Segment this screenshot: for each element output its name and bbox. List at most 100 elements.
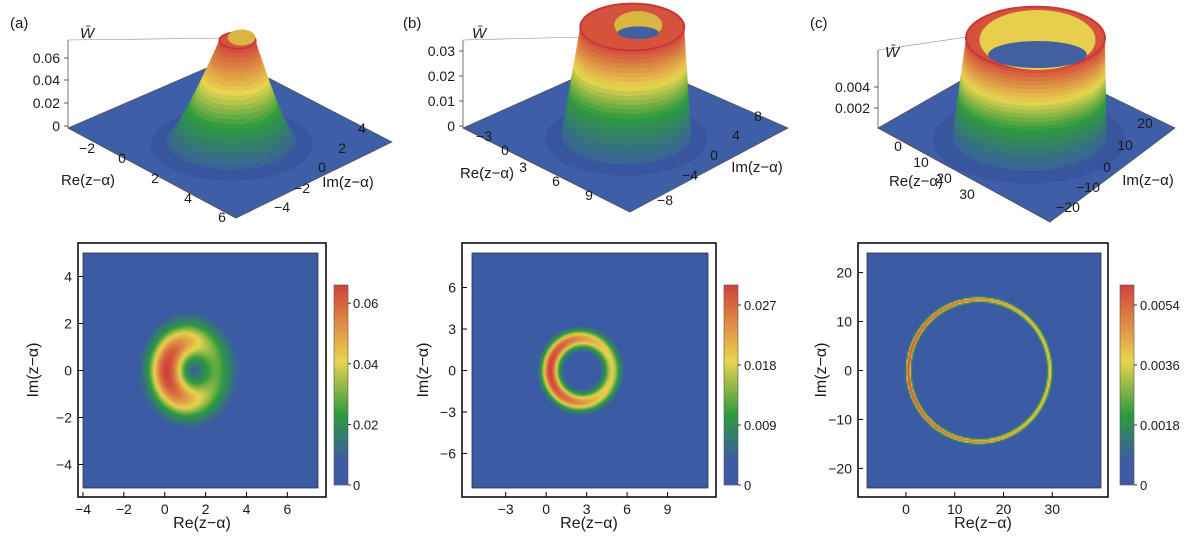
y-tick-label: 0 bbox=[318, 159, 326, 175]
y-tick-label: −10 bbox=[1076, 179, 1100, 195]
x-tick-label: 20 bbox=[936, 170, 952, 186]
x-axis-label: Re(z−α) bbox=[173, 515, 231, 532]
colorbar-tick-label: 0 bbox=[1140, 478, 1147, 493]
z-tick-label: 0.002 bbox=[835, 100, 870, 116]
panel-label: (a) bbox=[10, 15, 28, 32]
colorbar-tick-label: 0.06 bbox=[353, 296, 378, 311]
x-axis-label: Re(z−α) bbox=[61, 172, 115, 189]
y-tick-label: 20 bbox=[836, 265, 852, 281]
y-axis-label: Im(z−α) bbox=[415, 342, 432, 397]
density-heatmap bbox=[867, 253, 1101, 488]
y-axis-label: Im(z−α) bbox=[25, 342, 42, 397]
plot-area-border bbox=[866, 252, 1102, 489]
colorbar-tick-label: 0 bbox=[353, 478, 360, 493]
x-tick-label: −3 bbox=[476, 128, 492, 144]
z-axis-label: W̄ bbox=[472, 25, 488, 42]
z-tick-label: 0.02 bbox=[33, 95, 60, 111]
y-axis-label: Im(z−α) bbox=[1122, 172, 1174, 189]
surface-inner-floor bbox=[617, 26, 659, 39]
y-tick-label: 0 bbox=[844, 363, 852, 379]
x-tick-label: −3 bbox=[498, 501, 514, 517]
y-tick-label: 2 bbox=[338, 140, 346, 156]
x-tick-label: 6 bbox=[552, 173, 560, 189]
x-tick-label: 3 bbox=[519, 159, 527, 175]
y-axis-label: Im(z−α) bbox=[813, 342, 830, 397]
x-tick-label: −4 bbox=[75, 501, 91, 517]
z-tick-label: 0.04 bbox=[33, 72, 60, 88]
density-heatmap bbox=[83, 253, 318, 488]
z-axis-label: W̄ bbox=[885, 44, 901, 61]
colorbar-tick-label: 0.04 bbox=[353, 357, 378, 372]
x-tick-label: 0 bbox=[894, 138, 902, 154]
box-edge bbox=[67, 37, 231, 41]
colorbar-tick-label: 0.0018 bbox=[1140, 418, 1180, 433]
colorbar-tick-label: 0.027 bbox=[744, 298, 777, 313]
z-tick-label: 0.01 bbox=[428, 93, 455, 109]
x-tick-label: 6 bbox=[218, 209, 226, 225]
x-tick-label: 10 bbox=[913, 154, 929, 170]
colorbar-tick-label: 0.0036 bbox=[1140, 358, 1180, 373]
z-tick-label: 0 bbox=[52, 118, 60, 134]
y-tick-label: −20 bbox=[828, 460, 852, 476]
x-tick-label: 9 bbox=[585, 187, 593, 203]
y-tick-label: 0 bbox=[448, 363, 456, 379]
colorbar bbox=[723, 284, 739, 486]
y-axis-label: Im(z−α) bbox=[322, 174, 374, 191]
y-tick-label: −10 bbox=[828, 411, 852, 427]
y-tick-label: 6 bbox=[448, 280, 456, 296]
panel-label: (b) bbox=[403, 15, 421, 32]
y-axis-label: Im(z−α) bbox=[731, 159, 783, 176]
x-tick-label: 3 bbox=[583, 501, 591, 517]
colorbar-tick-label: 0.02 bbox=[353, 417, 378, 432]
y-tick-label: 0 bbox=[64, 363, 72, 379]
heatmap-panel-1: −4 −2 0 2 4 6 4 2 0 −2 −4 Re(z−α) Im(z−α) 0 0.02 0.04 0.… bbox=[25, 242, 378, 532]
y-tick-label: 2 bbox=[64, 316, 72, 332]
z-axis-label: W̄ bbox=[80, 25, 96, 42]
x-tick-label: 0 bbox=[501, 142, 509, 158]
y-tick-label: 10 bbox=[836, 314, 852, 330]
x-axis-label: Re(z−α) bbox=[460, 165, 514, 182]
x-axis-label: Re(z−α) bbox=[954, 515, 1012, 532]
z-tick-label: 0.02 bbox=[428, 68, 455, 84]
x-tick-label: 10 bbox=[947, 501, 963, 517]
y-tick-label: −20 bbox=[1056, 199, 1080, 215]
y-tick-label: −8 bbox=[657, 192, 673, 208]
colorbar bbox=[1119, 284, 1135, 486]
y-tick-label: 4 bbox=[358, 120, 366, 136]
x-axis-label: Re(z−α) bbox=[889, 173, 943, 190]
heatmap-panel-2: −3 0 3 6 9 6 3 0 −3 −6 Re(z−α) Im(z−α) 0 0.009 0.018 0.… bbox=[415, 242, 777, 532]
colorbar-tick-label: 0 bbox=[744, 478, 751, 493]
box-edge bbox=[877, 50, 1051, 223]
x-tick-label: 20 bbox=[996, 501, 1012, 517]
colorbar-tick-label: 0.018 bbox=[744, 358, 777, 373]
plot-area-border bbox=[471, 252, 709, 489]
x-tick-label: 4 bbox=[184, 190, 192, 206]
x-tick-label: −2 bbox=[116, 501, 132, 517]
y-tick-label: −4 bbox=[56, 457, 72, 473]
x-tick-label: 0 bbox=[118, 150, 126, 166]
x-tick-label: 0 bbox=[902, 501, 910, 517]
y-tick-label: 10 bbox=[1117, 137, 1133, 153]
y-tick-label: −4 bbox=[682, 167, 698, 183]
x-tick-label: 2 bbox=[151, 170, 159, 186]
x-tick-label: 6 bbox=[283, 501, 291, 517]
y-tick-label: 8 bbox=[754, 108, 762, 124]
box-edge bbox=[462, 40, 631, 213]
surface-panel-3: (c)0.0020.004W̄010203020100−10−20Re(z−α)… bbox=[810, 5, 1176, 223]
z-tick-label: 0.03 bbox=[428, 43, 455, 59]
colorbar-tick-label: 0.009 bbox=[744, 418, 777, 433]
x-tick-label: 4 bbox=[243, 501, 251, 517]
x-tick-label: −2 bbox=[79, 140, 95, 156]
x-tick-label: 30 bbox=[959, 186, 975, 202]
x-tick-label: 6 bbox=[623, 501, 631, 517]
z-tick-label: 0.06 bbox=[33, 50, 60, 66]
x-tick-label: 0 bbox=[161, 501, 169, 517]
y-tick-label: −2 bbox=[294, 180, 310, 196]
y-tick-label: 4 bbox=[64, 269, 72, 285]
surface-crater bbox=[227, 29, 256, 46]
y-tick-label: −6 bbox=[440, 445, 456, 461]
density-heatmap bbox=[472, 253, 708, 488]
